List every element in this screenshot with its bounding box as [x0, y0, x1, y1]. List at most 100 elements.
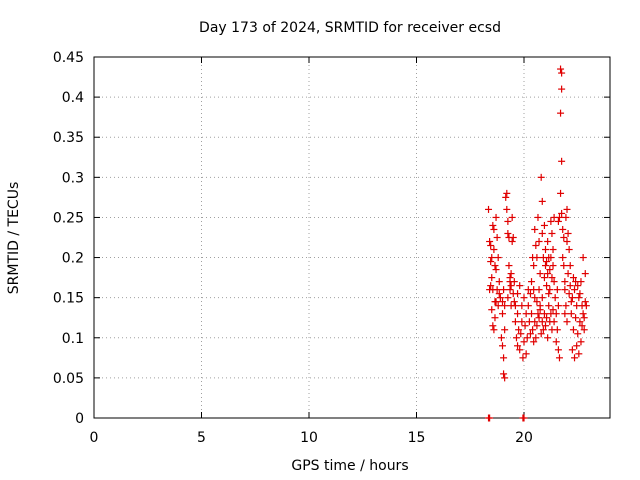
data-point — [503, 205, 511, 213]
data-point — [520, 338, 528, 346]
data-point — [537, 173, 545, 181]
data-point — [490, 246, 498, 254]
data-point — [531, 318, 539, 326]
data-point — [504, 294, 512, 302]
data-point — [517, 330, 525, 338]
data-point — [510, 278, 518, 286]
data-point — [522, 350, 530, 358]
x-tick-label: 5 — [197, 430, 206, 446]
data-point — [563, 318, 571, 326]
data-point — [554, 302, 562, 310]
y-tick-label: 0.3 — [62, 170, 84, 186]
data-point — [579, 310, 587, 318]
data-point — [554, 217, 562, 225]
data-point — [486, 414, 494, 422]
data-point — [574, 330, 582, 338]
data-point — [563, 205, 571, 213]
data-point — [554, 346, 562, 354]
data-point — [566, 262, 574, 270]
chart-title: Day 173 of 2024, SRMTID for receiver ecs… — [199, 20, 501, 36]
data-point — [567, 310, 575, 318]
data-point — [490, 326, 498, 334]
data-point — [522, 310, 530, 318]
data-point — [499, 342, 506, 350]
y-tick-label: 0.25 — [53, 210, 84, 226]
data-point — [529, 326, 537, 334]
data-point — [571, 286, 579, 294]
data-point — [518, 318, 526, 326]
axis-ticks — [93, 56, 610, 419]
data-point — [495, 290, 503, 298]
data-point — [544, 238, 552, 246]
data-point — [536, 270, 544, 278]
data-point — [543, 258, 551, 266]
data-point — [552, 310, 560, 318]
data-point — [530, 262, 538, 270]
data-points — [485, 65, 590, 422]
data-point — [540, 221, 548, 229]
data-point — [494, 302, 502, 310]
data-point — [514, 310, 522, 318]
y-tick-label: 0 — [75, 411, 84, 427]
data-point — [548, 274, 556, 282]
data-point — [564, 229, 572, 237]
data-point — [504, 217, 512, 225]
data-point — [555, 213, 563, 221]
data-point — [557, 65, 565, 73]
data-point — [501, 302, 509, 310]
data-point — [564, 270, 572, 278]
data-point — [524, 302, 532, 310]
data-point — [582, 302, 590, 310]
data-point — [538, 197, 546, 205]
data-point — [534, 213, 542, 221]
data-point — [492, 298, 500, 306]
data-point — [553, 286, 561, 294]
data-point — [496, 294, 504, 302]
y-tick-label: 0.05 — [53, 371, 84, 387]
data-point — [521, 322, 529, 330]
data-point — [559, 254, 567, 262]
data-point — [492, 213, 500, 221]
data-point — [488, 254, 496, 262]
data-point — [561, 310, 569, 318]
data-point — [568, 346, 576, 354]
data-point — [559, 225, 567, 233]
data-point — [488, 274, 496, 282]
data-point — [560, 234, 568, 241]
data-point — [546, 266, 554, 274]
data-point — [535, 286, 543, 294]
data-point — [540, 274, 548, 282]
data-point — [486, 286, 494, 294]
data-point — [514, 342, 522, 350]
data-point — [523, 334, 531, 342]
data-point — [568, 294, 576, 302]
data-point — [542, 246, 549, 254]
data-point — [575, 294, 583, 302]
data-point — [531, 294, 539, 302]
data-point — [526, 290, 534, 298]
data-point — [571, 354, 579, 362]
data-point — [544, 270, 552, 278]
data-point — [572, 314, 580, 322]
data-point — [546, 286, 554, 294]
y-axis-label: SRMTID / TECUs — [6, 182, 22, 295]
data-point — [494, 254, 502, 262]
data-point — [551, 294, 559, 302]
data-point — [533, 254, 541, 262]
data-point — [507, 302, 515, 310]
x-tick-label: 15 — [408, 430, 426, 446]
data-point — [485, 205, 493, 213]
data-point — [503, 189, 511, 197]
data-point — [567, 298, 575, 306]
data-point — [486, 238, 494, 246]
data-point — [579, 254, 587, 262]
data-point — [572, 278, 580, 286]
data-point — [499, 310, 506, 318]
data-point — [501, 326, 509, 334]
plot-frame — [93, 56, 611, 419]
data-point — [557, 189, 565, 197]
data-point — [574, 282, 582, 290]
data-point — [532, 334, 540, 342]
data-point — [491, 314, 499, 322]
